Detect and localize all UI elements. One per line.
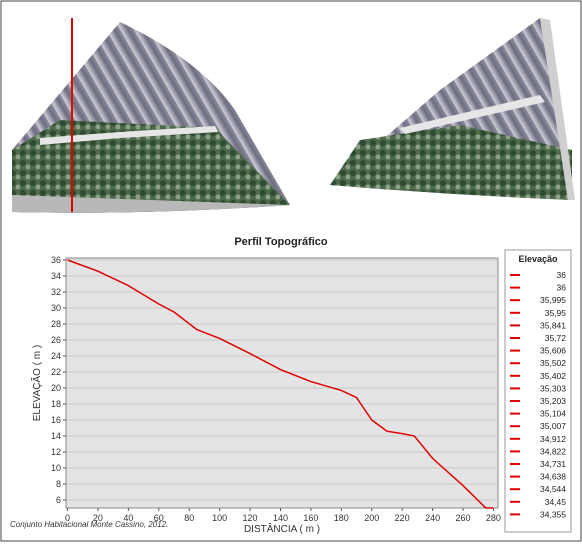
legend-label: 34,45 [545, 497, 567, 507]
legend-label: 35,203 [540, 396, 566, 406]
x-tick-label: 140 [273, 513, 288, 523]
chart-title: Perfil Topográfico [234, 236, 328, 248]
legend-label: 34,731 [540, 459, 566, 469]
x-tick-label: 120 [243, 513, 258, 523]
y-tick-label: 30 [51, 303, 61, 313]
x-tick-label: 240 [425, 513, 440, 523]
y-tick-label: 20 [51, 383, 61, 393]
x-axis-label: DISTÂNCIA ( m ) [244, 522, 320, 535]
x-tick-label: 100 [212, 513, 227, 523]
x-tick-label: 260 [455, 513, 470, 523]
y-tick-label: 18 [51, 399, 61, 409]
y-tick-label: 22 [51, 367, 61, 377]
y-tick-label: 10 [51, 463, 61, 473]
legend-label: 35,606 [540, 346, 566, 356]
y-tick-label: 8 [56, 479, 61, 489]
x-tick-label: 0 [65, 513, 70, 523]
x-tick-label: 220 [395, 513, 410, 523]
legend-label: 36 [557, 270, 567, 280]
legend-label: 35,007 [540, 421, 566, 431]
plot-area [66, 258, 498, 508]
x-tick-label: 200 [364, 513, 379, 523]
y-tick-label: 12 [51, 447, 61, 457]
legend-label: 35,95 [545, 308, 567, 318]
legend-label: 34,638 [540, 472, 566, 482]
figure: Perfil Topográfico Elevação Conjunto Hab… [0, 0, 582, 542]
x-tick-label: 280 [486, 513, 501, 523]
legend-label: 35,303 [540, 383, 566, 393]
legend-title: Elevação [518, 254, 558, 264]
y-tick-label: 16 [51, 415, 61, 425]
x-tick-label: 20 [93, 513, 103, 523]
y-tick-label: 26 [51, 335, 61, 345]
legend-label: 35,841 [540, 320, 566, 330]
y-tick-label: 24 [51, 351, 61, 361]
legend-label: 35,402 [540, 371, 566, 381]
legend-label: 35,72 [545, 333, 567, 343]
caption: Conjunto Habitacional Monte Cassino, 201… [10, 520, 168, 529]
y-tick-label: 36 [51, 255, 61, 265]
legend-label: 35,995 [540, 295, 566, 305]
x-tick-label: 80 [184, 513, 194, 523]
legend-label: 34,912 [540, 434, 566, 444]
x-tick-label: 60 [154, 513, 164, 523]
legend-label: 34,544 [540, 484, 566, 494]
y-tick-label: 28 [51, 319, 61, 329]
y-tick-label: 34 [51, 271, 61, 281]
y-tick-label: 32 [51, 287, 61, 297]
legend-label: 34,822 [540, 446, 566, 456]
x-tick-label: 160 [303, 513, 318, 523]
legend-label: 35,502 [540, 358, 566, 368]
y-tick-label: 6 [56, 495, 61, 505]
page: {"chart_data": {"type": "line", "title":… [0, 0, 582, 547]
y-axis-label: ELEVAÇÃO ( m ) [30, 345, 43, 422]
legend-label: 35,104 [540, 409, 566, 419]
x-tick-label: 40 [123, 513, 133, 523]
legend-label: 36 [557, 283, 567, 293]
x-tick-label: 180 [334, 513, 349, 523]
legend-label: 34,355 [540, 509, 566, 519]
y-tick-label: 14 [51, 431, 61, 441]
